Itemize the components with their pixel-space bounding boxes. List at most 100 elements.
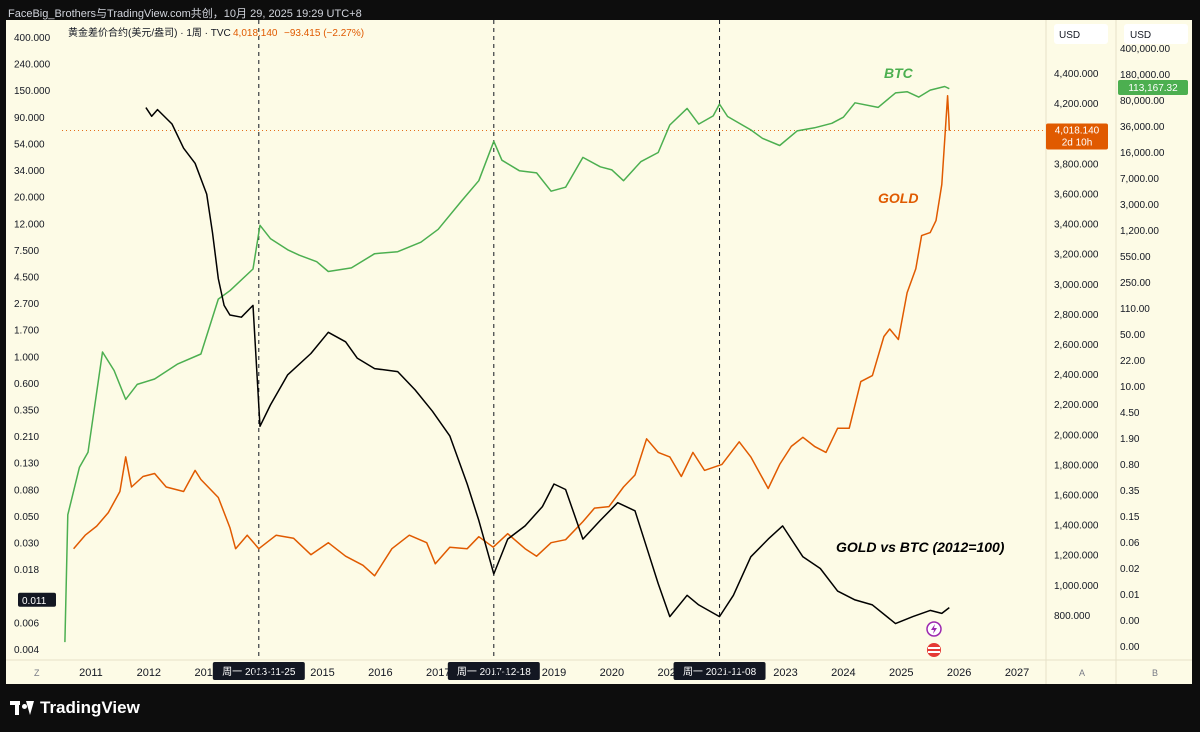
time-axis-tick-label: 2012 bbox=[137, 667, 161, 679]
btc-axis-tick-label: 22.00 bbox=[1120, 356, 1145, 367]
time-axis-tick-label: 2023 bbox=[773, 667, 797, 679]
time-axis-tick-label: 2013 bbox=[194, 667, 218, 679]
chart-area[interactable]: 黄金差价合约(美元/盎司) · 1周 · TVC 4,018.140 −93.4… bbox=[6, 20, 1192, 684]
time-axis-tick-label: 2022 bbox=[715, 667, 739, 679]
btc-axis-tick-label: 0.00 bbox=[1120, 616, 1140, 627]
gold-axis-tick-label: 2,200.000 bbox=[1054, 400, 1099, 411]
btc-price-badge bbox=[1118, 80, 1188, 95]
gold-axis-unit[interactable]: USD bbox=[1059, 30, 1080, 41]
btc-series-label: BTC bbox=[884, 65, 914, 81]
btc-axis-tick-label: 400,000.00 bbox=[1120, 44, 1170, 55]
gold-axis-tick-label: 2,400.000 bbox=[1054, 370, 1099, 381]
time-axis-tick-label: 2014 bbox=[252, 667, 276, 679]
btc-axis-tick-label: 180,000.00 bbox=[1120, 70, 1170, 81]
left-axis-tick-label: 0.030 bbox=[14, 539, 39, 550]
ratio-series-label: GOLD vs BTC (2012=100) bbox=[836, 539, 1005, 555]
left-axis-tick-label: 1.700 bbox=[14, 326, 39, 337]
left-axis-tick-label: 7.500 bbox=[14, 246, 39, 257]
vertical-marker-label: 周一 2017-12-18 bbox=[457, 666, 531, 678]
gold-price-badge bbox=[1046, 123, 1108, 150]
gold-axis-tick-label: 1,600.000 bbox=[1054, 491, 1099, 502]
left-axis-tick-label: 90.000 bbox=[14, 113, 45, 124]
gold-series-label: GOLD bbox=[878, 190, 918, 206]
time-axis-tick-label: 2026 bbox=[947, 667, 971, 679]
left-axis-tick-label: 0.018 bbox=[14, 565, 39, 576]
us-flag-stripe bbox=[928, 651, 940, 653]
brand-name: TradingView bbox=[40, 698, 140, 717]
left-axis-tick-label: 0.350 bbox=[14, 406, 39, 417]
left-axis-tick-label: 0.130 bbox=[14, 459, 39, 470]
axis-corner-label: Z bbox=[34, 668, 40, 678]
left-axis-tick-label: 1.000 bbox=[14, 352, 39, 363]
chart-svg[interactable]: 黄金差价合约(美元/盎司) · 1周 · TVC 4,018.140 −93.4… bbox=[6, 20, 1192, 684]
btc-axis-tick-label: 7,000.00 bbox=[1120, 174, 1159, 185]
btc-axis-tick-label: 0.00 bbox=[1120, 642, 1140, 653]
gold-axis-tick-label: 1,200.000 bbox=[1054, 551, 1099, 562]
vertical-marker-label: 周一 2013-11-25 bbox=[222, 666, 296, 678]
left-axis-tick-label: 400.000 bbox=[14, 33, 51, 44]
chart-background bbox=[6, 20, 1192, 684]
time-axis-tick-label: 2011 bbox=[79, 667, 103, 679]
time-axis-tick-label: 2019 bbox=[542, 667, 566, 679]
left-axis-tick-label: 2.700 bbox=[14, 299, 39, 310]
left-axis-tick-label: 0.004 bbox=[14, 645, 39, 656]
gold-axis-tick-label: 3,200.000 bbox=[1054, 250, 1099, 261]
gold-axis-tick-label: 2,800.000 bbox=[1054, 310, 1099, 321]
btc-axis-tick-label: 0.80 bbox=[1120, 460, 1140, 471]
gold-series-line[interactable] bbox=[73, 94, 951, 577]
gold-price-badge-text: 4,018.140 bbox=[1055, 126, 1100, 137]
left-axis-tick-label: 54.000 bbox=[14, 139, 45, 150]
btc-axis-tick-label: 4.50 bbox=[1120, 408, 1140, 419]
axis-corner-label: B bbox=[1152, 668, 1158, 678]
tradingview-logo-icon bbox=[10, 701, 34, 715]
btc-axis-tick-label: 0.01 bbox=[1120, 590, 1140, 601]
btc-axis-tick-label: 0.35 bbox=[1120, 486, 1140, 497]
btc-axis-tick-label: 110.00 bbox=[1120, 304, 1150, 315]
snapshot-credit: FaceBig_Brothers与TradingView.com共创，10月 2… bbox=[8, 8, 362, 20]
btc-axis-tick-label: 1.90 bbox=[1120, 434, 1140, 445]
time-axis-tick-label: 2016 bbox=[368, 667, 392, 679]
gold-axis-unit-box[interactable] bbox=[1054, 24, 1108, 44]
gold-axis-tick-label: 1,400.000 bbox=[1054, 521, 1099, 532]
vertical-marker-badge bbox=[212, 662, 305, 680]
gold-axis-tick-label: 2,600.000 bbox=[1054, 340, 1099, 351]
btc-axis-tick-label: 16,000.00 bbox=[1120, 148, 1165, 159]
time-axis-tick-label: 2017 bbox=[426, 667, 450, 679]
left-axis-current-badge bbox=[18, 592, 56, 607]
symbol-title: 黄金差价合约(美元/盎司) · 1周 · TVC bbox=[68, 26, 231, 39]
left-axis-tick-label: 0.210 bbox=[14, 432, 39, 443]
time-axis-tick-label: 2024 bbox=[831, 667, 855, 679]
us-flag-stripe bbox=[928, 647, 940, 649]
gold-axis-tick-label: 1,000.000 bbox=[1054, 581, 1099, 592]
gold-axis-tick-label: 1,800.000 bbox=[1054, 460, 1099, 471]
gold-axis-tick-label: 4,400.000 bbox=[1054, 69, 1099, 80]
btc-axis-unit-box[interactable] bbox=[1124, 24, 1188, 44]
left-axis-tick-label: 20.000 bbox=[14, 193, 45, 204]
btc-axis-tick-label: 0.15 bbox=[1120, 512, 1140, 523]
symbol-price: 4,018.140 bbox=[233, 28, 278, 39]
ratio-series-line[interactable] bbox=[145, 107, 950, 625]
us-flag-icon[interactable] bbox=[927, 643, 941, 657]
left-axis-tick-label: 12.000 bbox=[14, 219, 45, 230]
left-axis-tick-label: 34.000 bbox=[14, 166, 45, 177]
btc-axis-tick-label: 10.00 bbox=[1120, 382, 1145, 393]
btc-axis-tick-label: 3,000.00 bbox=[1120, 200, 1159, 211]
left-axis-tick-label: 150.000 bbox=[14, 86, 51, 97]
btc-axis-tick-label: 0.06 bbox=[1120, 538, 1140, 549]
symbol-change: −93.415 (−2.27%) bbox=[284, 28, 364, 39]
tradingview-logo[interactable]: TradingView bbox=[10, 698, 140, 718]
left-axis-tick-label: 240.000 bbox=[14, 60, 51, 71]
axis-corner-label: A bbox=[1079, 668, 1085, 678]
btc-axis-tick-label: 0.02 bbox=[1120, 564, 1140, 575]
btc-axis-tick-label: 50.00 bbox=[1120, 330, 1145, 341]
flash-icon-glyph bbox=[931, 624, 937, 634]
gold-countdown-text: 2d 10h bbox=[1062, 138, 1093, 149]
btc-axis-unit[interactable]: USD bbox=[1130, 30, 1151, 41]
left-axis-tick-label: 0.080 bbox=[14, 485, 39, 496]
gold-axis-tick-label: 3,800.000 bbox=[1054, 159, 1099, 170]
time-axis-tick-label: 2027 bbox=[1005, 667, 1029, 679]
btc-series-line[interactable] bbox=[64, 85, 950, 643]
vertical-marker-label: 周一 2021-11-08 bbox=[683, 666, 757, 678]
time-axis-tick-label: 2018 bbox=[484, 667, 508, 679]
